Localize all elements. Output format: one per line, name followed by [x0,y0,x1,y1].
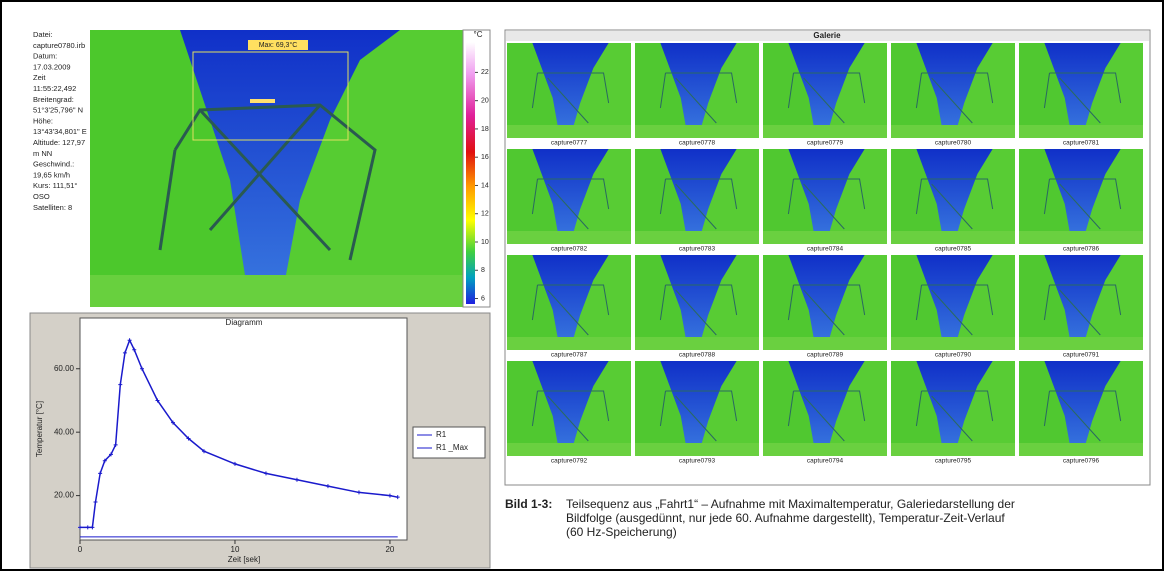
metadata-line: 17.03.2009 [33,62,71,71]
thumbnail-caption: capture0779 [807,140,844,147]
colorbar-tick-label: 14 [481,182,489,189]
metadata-line: Satelliten: 8 [33,203,72,212]
thumbnail-caption: capture0794 [807,458,844,465]
thumbnail [763,149,887,244]
y-tick-label: 20.00 [54,491,75,500]
thumbnail [507,255,631,350]
thumbnail [507,149,631,244]
thumbnail [1019,361,1143,456]
x-tick-label: 20 [385,545,394,554]
max-label: Max: 69,3°C [259,41,298,49]
metadata-line: 13°43'34,801" E [33,127,87,136]
thumbnail-caption: capture0780 [935,140,972,147]
thumbnail-caption: capture0785 [935,246,972,253]
thumbnail-caption: capture0791 [1063,352,1100,359]
thumbnail-caption: capture0777 [551,140,588,147]
thermal-image [90,30,463,307]
thumbnail [891,43,1015,138]
thumbnail-caption: capture0790 [935,352,972,359]
thumbnail-caption: capture0787 [551,352,588,359]
chart-title: Diagramm [226,318,263,327]
metadata-line: 51°3'25,796" N [33,106,83,115]
metadata-line: Höhe: [33,116,53,125]
thumbnail [891,149,1015,244]
x-axis-label: Zeit [sek] [228,555,260,564]
figure: Max: 69,3°C °C Diagramm Zeit [sek] Tempe… [0,0,1166,572]
legend-label: R1 [436,430,447,439]
colorbar-tick-label: 12 [481,211,489,218]
colorbar-tick-label: 20 [481,98,489,105]
metadata-line: Altitude: 127,97 [33,138,85,147]
metadata-line: capture0780.irb [33,41,85,50]
thumbnail [635,255,759,350]
metadata-line: Datum: [33,52,57,61]
colorbar [466,42,475,304]
metadata-line: OSO [33,192,50,201]
thumbnail-caption: capture0789 [807,352,844,359]
y-axis-label: Temperatur [°C] [35,401,44,457]
x-tick-label: 0 [78,545,83,554]
thumbnail-caption: capture0782 [551,246,588,253]
thumbnail-caption: capture0795 [935,458,972,465]
metadata-line: 11:55:22,492 [33,84,76,93]
thumbnail [763,43,887,138]
thumbnail-caption: capture0793 [679,458,716,465]
colorbar-tick-label: 8 [481,267,485,274]
metadata-line: Datei: [33,30,53,39]
metadata-line: Breitengrad: [33,95,74,104]
colorbar-tick-label: 18 [481,126,489,133]
metadata-line: Geschwind.: [33,160,74,169]
thumbnail [891,361,1015,456]
thumbnail-caption: capture0796 [1063,458,1100,465]
gallery-title: Galerie [813,31,841,40]
thumbnail-caption: capture0784 [807,246,844,253]
caption-line: (60 Hz-Speicherung) [566,525,677,539]
caption-line: Teilsequenz aus „Fahrt1“ – Aufnahme mit … [566,497,1015,511]
thumbnail-caption: capture0792 [551,458,588,465]
thumbnail [891,255,1015,350]
y-tick-label: 40.00 [54,427,75,436]
legend-label: R1 _Max [436,443,468,452]
thumbnail [635,361,759,456]
caption-line: Bildfolge (ausgedünnt, nur jede 60. Aufn… [566,511,1005,525]
caption-label: Bild 1-3: [505,497,552,511]
thumbnail-caption: capture0778 [679,140,716,147]
thumbnail-caption: capture0783 [679,246,716,253]
thumbnail [1019,255,1143,350]
thumbnail [507,43,631,138]
y-tick-label: 60.00 [54,364,75,373]
thumbnail-caption: capture0788 [679,352,716,359]
colorbar-tick-label: 22 [481,69,489,76]
thumbnail-caption: capture0781 [1063,140,1100,147]
colorbar-tick-label: 16 [481,154,489,161]
metadata-line: 19,65 km/h [33,170,70,179]
x-tick-label: 10 [231,545,240,554]
metadata-line: m NN [33,149,52,158]
thumbnail [1019,149,1143,244]
colorbar-unit: °C [474,30,483,39]
page: Max: 69,3°C °C Diagramm Zeit [sek] Tempe… [0,0,1166,577]
thumbnail [763,361,887,456]
thumbnail [635,43,759,138]
metadata-line: Kurs: 111,51° [33,181,77,190]
thumbnail [507,361,631,456]
metadata-line: Zeit [33,73,46,82]
thumbnail [763,255,887,350]
thumbnail [1019,43,1143,138]
thumbnail [635,149,759,244]
colorbar-tick-label: 6 [481,295,485,302]
thumbnail-caption: capture0786 [1063,246,1100,253]
colorbar-tick-label: 10 [481,239,489,246]
